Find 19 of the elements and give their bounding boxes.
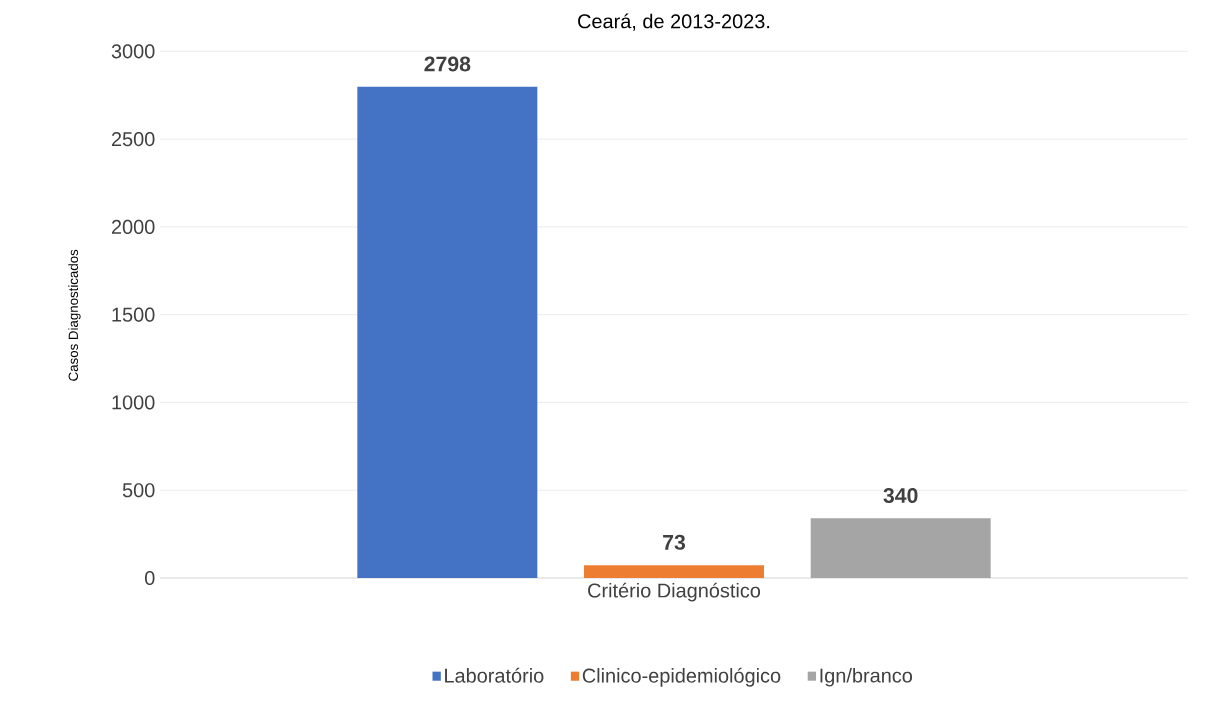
y-tick-label: 1000 [112, 395, 155, 410]
bar [584, 565, 765, 578]
legend-label: Laboratório [445, 667, 544, 683]
y-tick-label: 3000 [111, 44, 155, 59]
data-label: 73 [663, 534, 686, 550]
y-tick-label: 2500 [111, 132, 155, 147]
data-label: 2798 [424, 56, 471, 72]
bar [357, 86, 538, 578]
bar [810, 518, 991, 578]
y-axis-title: Casos Diagnosticados [68, 249, 81, 381]
y-tick-label: 500 [122, 483, 155, 498]
x-tick-label: Critério Diagnóstico [588, 582, 761, 602]
y-tick-label: 0 [144, 570, 155, 586]
legend-label: Ign/branco [820, 667, 913, 687]
y-tick-label: 1500 [112, 307, 155, 322]
chart-title: Ceará, de 2013-2023. [578, 13, 770, 31]
data-label: 340 [883, 487, 918, 503]
legend-label: Clinico-epidemiológico [582, 667, 781, 687]
y-tick-label: 2000 [111, 219, 155, 234]
